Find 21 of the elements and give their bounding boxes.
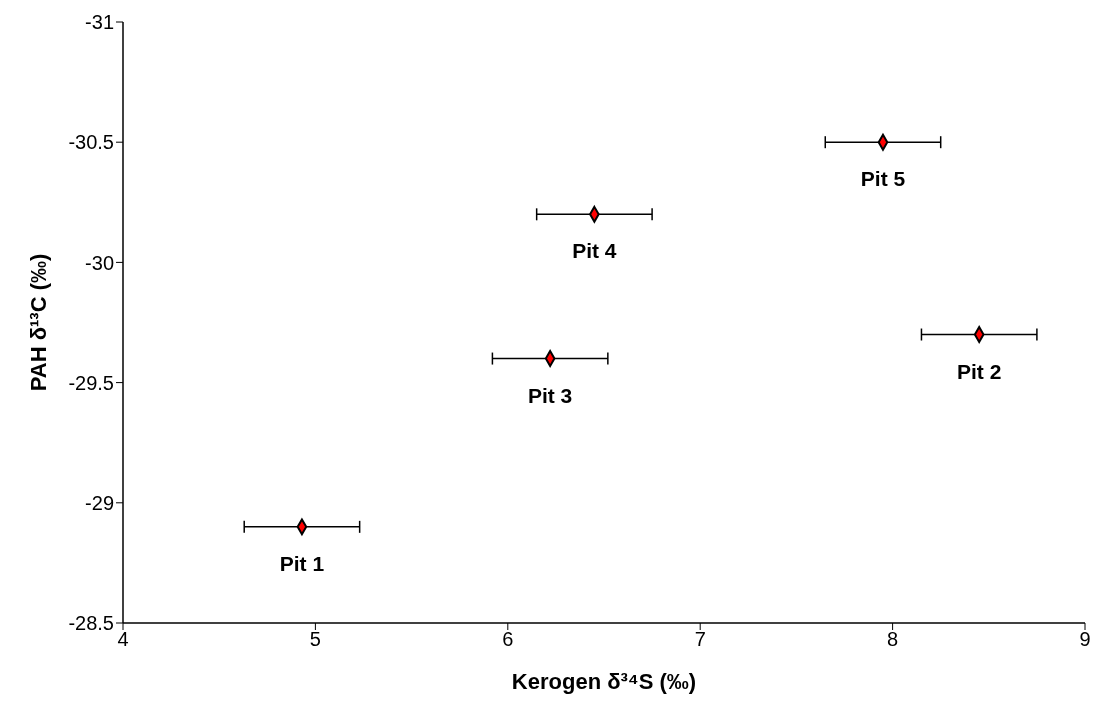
y-tick-label: -28.5 — [68, 612, 114, 635]
point — [973, 326, 985, 343]
y-tick-label: -30.5 — [68, 131, 114, 154]
annotation: Pit 4 — [572, 239, 617, 263]
x-tick-label: 7 — [694, 628, 706, 651]
y-tick-label: -29 — [85, 491, 114, 514]
x-axis-title: Kerogen δ³⁴S (‰) — [511, 669, 697, 694]
y-tick-label: -29.5 — [68, 371, 114, 394]
x-tick-label: 5 — [309, 628, 321, 651]
x-tick-label: 6 — [502, 628, 514, 651]
y-axis-title: PAH δ¹³C (‰) — [25, 253, 51, 392]
point — [544, 350, 556, 367]
annotation: Pit 1 — [279, 551, 325, 575]
annotation: Pit 5 — [860, 167, 906, 191]
annotation: Pit 3 — [527, 383, 573, 407]
x-tick-label: 8 — [887, 628, 899, 651]
x-tick-label: 4 — [117, 628, 129, 651]
y-tick-label: -30 — [85, 251, 114, 274]
y-tick-label: -31 — [85, 11, 114, 34]
annotation: Pit 2 — [957, 359, 1002, 383]
x-tick-label: 9 — [1079, 628, 1091, 651]
